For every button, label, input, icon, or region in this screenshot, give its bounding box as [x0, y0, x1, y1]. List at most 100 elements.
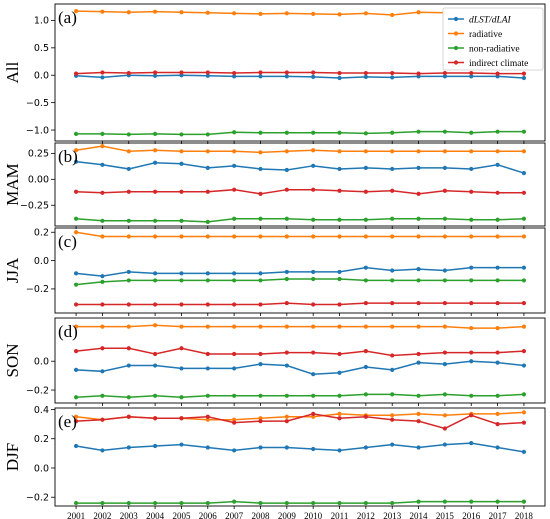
data-point: [284, 11, 289, 16]
data-point: [521, 363, 527, 368]
data-point: [495, 350, 500, 355]
data-point: [126, 395, 131, 400]
data-point: [521, 349, 527, 354]
data-point: [284, 187, 289, 192]
y-tick-label: 0.5: [34, 43, 49, 54]
data-point: [442, 413, 447, 418]
data-point: [284, 234, 289, 239]
x-tick-label: 2002: [93, 511, 111, 519]
x-tick-label: 2006: [199, 511, 218, 519]
data-point: [390, 353, 395, 358]
data-point: [100, 417, 105, 422]
legend-swatch-marker: [453, 60, 459, 65]
data-point: [100, 346, 105, 351]
data-point: [390, 417, 395, 422]
data-point: [126, 363, 131, 368]
data-point: [73, 302, 79, 307]
x-tick-label: 2001: [67, 511, 85, 519]
data-point: [100, 324, 105, 329]
data-point: [284, 324, 289, 329]
data-point: [442, 278, 447, 283]
data-point: [311, 148, 316, 153]
legend-swatch-marker: [453, 45, 459, 51]
legend-label: radiative: [469, 30, 502, 40]
series-line-radiative: [75, 145, 524, 154]
data-point: [179, 132, 184, 137]
y-tick-label: 0.0: [34, 357, 49, 368]
data-point: [495, 325, 500, 331]
data-point: [232, 499, 237, 504]
data-point: [469, 74, 474, 79]
data-point: [205, 219, 210, 224]
series-line-non-radiative: [75, 278, 524, 286]
series-line-non-radiative: [76, 393, 524, 398]
data-point: [153, 189, 158, 194]
data-point: [179, 366, 184, 371]
data-point: [390, 75, 395, 80]
data-point: [390, 70, 395, 76]
data-point: [521, 190, 527, 195]
data-point: [363, 70, 368, 76]
data-point: [100, 279, 105, 284]
data-point: [521, 420, 527, 425]
data-point: [416, 499, 421, 504]
data-point: [469, 130, 474, 135]
series-line-indirect-climate: [75, 347, 524, 357]
data-point: [258, 351, 263, 357]
data-point: [469, 393, 474, 398]
data-point: [73, 443, 79, 449]
legend-entry: radiative: [448, 30, 502, 40]
season-label: MAM: [3, 163, 22, 206]
data-point: [416, 149, 421, 154]
data-point: [311, 350, 316, 355]
data-point: [205, 189, 210, 194]
data-point: [258, 419, 263, 424]
data-point: [495, 360, 500, 365]
data-point: [258, 278, 263, 283]
legend-swatch-marker: [453, 31, 459, 36]
data-point: [363, 445, 368, 450]
data-point: [416, 266, 421, 272]
data-point: [100, 302, 105, 307]
data-point: [205, 271, 210, 276]
data-point: [258, 445, 263, 450]
data-point: [179, 189, 184, 194]
data-point: [390, 268, 395, 273]
data-point: [469, 325, 474, 331]
series-line-radiative: [75, 231, 524, 238]
data-point: [205, 132, 210, 137]
data-point: [232, 234, 237, 239]
data-point: [126, 234, 131, 239]
panel-frame: [54, 317, 546, 404]
data-point: [284, 70, 289, 75]
data-point: [442, 74, 447, 79]
data-point: [179, 218, 184, 223]
y-tick-label: −0.5: [26, 98, 49, 109]
data-point: [363, 364, 368, 370]
data-point: [126, 278, 131, 283]
data-point: [311, 324, 316, 329]
data-point: [416, 411, 421, 416]
data-point: [73, 395, 79, 400]
data-point: [469, 359, 474, 364]
data-point: [469, 278, 474, 283]
data-point: [153, 148, 158, 153]
data-point: [100, 274, 105, 279]
series-line-indirect-climate: [76, 188, 524, 195]
data-point: [311, 276, 316, 282]
data-point: [390, 12, 395, 18]
data-point: [73, 189, 79, 194]
data-point: [363, 324, 368, 329]
data-point: [469, 499, 474, 504]
y-tick-label: 0.2: [34, 228, 49, 239]
legend-entry: indirect climate: [448, 59, 528, 69]
data-point: [442, 324, 447, 329]
data-point: [390, 367, 395, 372]
x-tick-label: 2004: [146, 511, 165, 519]
data-point: [311, 372, 316, 377]
x-tick-label: 2009: [278, 511, 297, 519]
data-point: [390, 413, 395, 418]
data-point: [284, 216, 289, 221]
data-point: [337, 217, 342, 222]
legend-label: dLST/dLAI: [469, 15, 512, 25]
